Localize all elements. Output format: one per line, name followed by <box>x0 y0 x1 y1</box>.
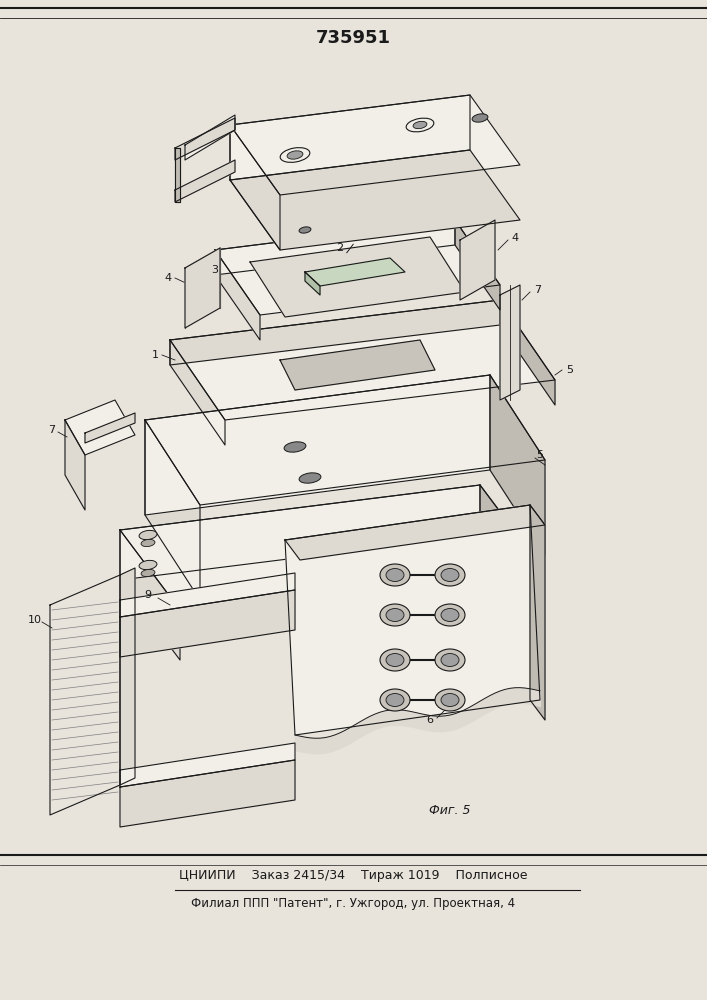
Polygon shape <box>215 250 260 340</box>
Ellipse shape <box>386 694 404 706</box>
Polygon shape <box>185 115 235 160</box>
Text: Филиал ППП "Патент", г. Ужгород, ул. Проектная, 4: Филиал ППП "Патент", г. Ужгород, ул. Про… <box>191 896 515 910</box>
Text: 4: 4 <box>511 233 518 243</box>
Ellipse shape <box>139 530 157 540</box>
Text: 7: 7 <box>534 285 542 295</box>
Polygon shape <box>65 400 135 455</box>
Polygon shape <box>230 125 280 250</box>
Polygon shape <box>175 148 180 202</box>
Polygon shape <box>285 505 540 735</box>
Ellipse shape <box>386 654 404 666</box>
Polygon shape <box>120 568 135 785</box>
Polygon shape <box>230 95 520 195</box>
Polygon shape <box>500 300 555 405</box>
Polygon shape <box>280 340 435 390</box>
Polygon shape <box>170 340 225 445</box>
Ellipse shape <box>386 568 404 582</box>
Polygon shape <box>305 258 405 286</box>
Polygon shape <box>50 575 120 815</box>
Polygon shape <box>120 760 295 827</box>
Text: ЦНИИПИ    Заказ 2415/34    Тираж 1019    Полписное: ЦНИИПИ Заказ 2415/34 Тираж 1019 Полписно… <box>179 869 527 882</box>
Polygon shape <box>175 118 235 160</box>
Ellipse shape <box>441 694 459 706</box>
Ellipse shape <box>435 564 465 586</box>
Ellipse shape <box>472 114 488 122</box>
Ellipse shape <box>435 649 465 671</box>
Text: 735951: 735951 <box>315 29 390 47</box>
Polygon shape <box>305 272 320 295</box>
Polygon shape <box>285 505 545 560</box>
Polygon shape <box>250 237 465 317</box>
Ellipse shape <box>380 689 410 711</box>
Polygon shape <box>85 413 135 443</box>
Polygon shape <box>145 420 200 600</box>
Ellipse shape <box>287 151 303 159</box>
Polygon shape <box>170 300 500 365</box>
Text: 6: 6 <box>426 715 433 725</box>
Ellipse shape <box>284 442 306 452</box>
Text: 2: 2 <box>337 243 344 253</box>
Polygon shape <box>230 95 470 180</box>
Polygon shape <box>500 285 520 400</box>
Text: 4: 4 <box>165 273 172 283</box>
Ellipse shape <box>299 473 321 483</box>
Polygon shape <box>530 505 545 720</box>
Ellipse shape <box>435 689 465 711</box>
Text: 9: 9 <box>144 590 151 600</box>
Ellipse shape <box>380 564 410 586</box>
Polygon shape <box>460 220 495 300</box>
Polygon shape <box>490 375 545 555</box>
Polygon shape <box>120 485 480 580</box>
Ellipse shape <box>441 654 459 666</box>
Ellipse shape <box>299 227 311 233</box>
Text: 5: 5 <box>537 450 544 460</box>
Text: 1: 1 <box>151 350 158 360</box>
Polygon shape <box>145 375 490 515</box>
Ellipse shape <box>441 608 459 621</box>
Polygon shape <box>455 220 500 310</box>
Text: 7: 7 <box>49 425 56 435</box>
Polygon shape <box>120 485 540 610</box>
Polygon shape <box>215 220 455 275</box>
Polygon shape <box>480 485 540 615</box>
Ellipse shape <box>380 649 410 671</box>
Text: 10: 10 <box>28 615 42 625</box>
Text: 5: 5 <box>566 365 573 375</box>
Polygon shape <box>175 160 235 202</box>
Text: Фиг. 5: Фиг. 5 <box>429 804 471 816</box>
Ellipse shape <box>386 608 404 621</box>
Ellipse shape <box>141 539 155 547</box>
Polygon shape <box>185 248 220 328</box>
Polygon shape <box>65 420 85 510</box>
Ellipse shape <box>139 560 157 570</box>
Ellipse shape <box>141 569 155 577</box>
Polygon shape <box>215 220 500 315</box>
Polygon shape <box>120 573 295 617</box>
Polygon shape <box>120 530 180 660</box>
Polygon shape <box>145 375 545 505</box>
Text: 3: 3 <box>211 265 218 275</box>
Polygon shape <box>230 150 520 250</box>
Ellipse shape <box>413 121 427 129</box>
Polygon shape <box>170 300 555 420</box>
Polygon shape <box>120 743 295 787</box>
Ellipse shape <box>380 604 410 626</box>
Ellipse shape <box>435 604 465 626</box>
Polygon shape <box>120 590 295 657</box>
Ellipse shape <box>441 568 459 582</box>
